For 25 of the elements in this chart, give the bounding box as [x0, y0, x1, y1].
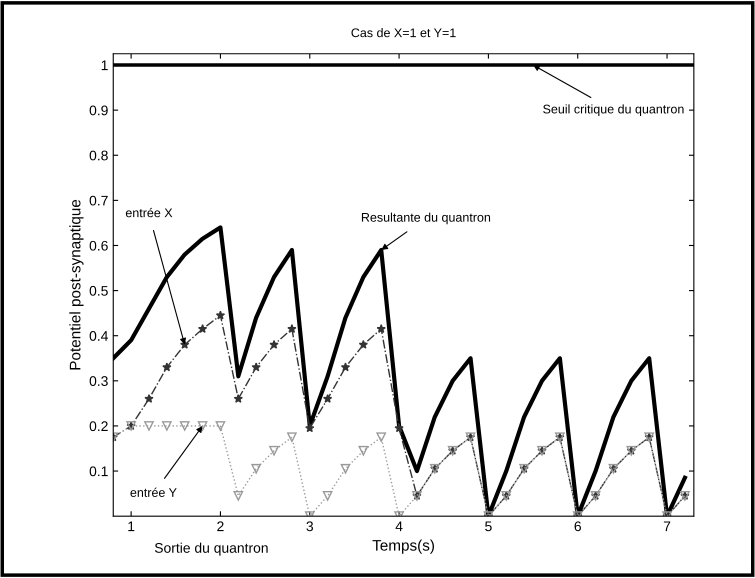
x-tick-label: 2 [217, 521, 224, 532]
x-tick-label: 1 [128, 522, 134, 532]
x-tick-label: 5 [485, 522, 492, 532]
annotation: entrée Y [130, 488, 177, 497]
y-tick-label: 0.8 [90, 150, 108, 160]
y-tick-label: 0.1 [90, 466, 108, 476]
y-tick-label: 0.4 [90, 331, 108, 341]
y-tick-label: 0.9 [90, 105, 108, 116]
annotation: entrée X [126, 208, 172, 218]
y-axis-title: Potentiel post-synaptique [69, 200, 84, 370]
y-tick-label: 0.7 [90, 196, 108, 206]
x-tick-label: 3 [306, 521, 314, 532]
y-tick-label: 0.3 [90, 376, 108, 386]
annotation: Seuil critique du quantron [543, 104, 684, 116]
x-tick-label: 7 [664, 522, 670, 532]
x-tick-label: 4 [396, 522, 403, 532]
x-axis-title: Temps(s) [372, 540, 434, 554]
y-tick-label: 0.6 [90, 240, 108, 251]
y-tick-label: 0.5 [90, 286, 108, 296]
annotation: Resultante du quantron [362, 212, 490, 224]
y-tick-label: 0.2 [90, 421, 108, 432]
y-tick-label: 1 [102, 60, 108, 70]
chart-title: Cas de X=1 et Y=1 [351, 28, 456, 38]
x-tick-label: 6 [574, 521, 581, 532]
text: Sortie du quantron [154, 542, 268, 556]
